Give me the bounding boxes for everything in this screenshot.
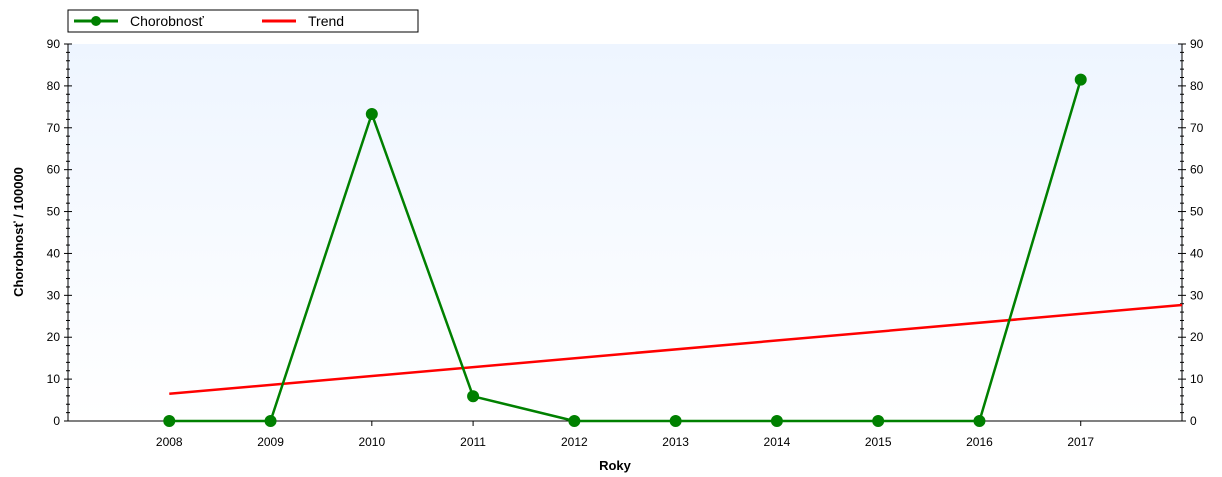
y-tick-label-left: 60 [47,163,61,177]
y-tick-label-left: 90 [47,37,61,51]
data-point [568,415,581,427]
data-point [467,390,480,403]
legend-box [67,9,419,33]
legend-label-trend: Trend [308,13,344,29]
x-tick-label: 2009 [257,435,284,449]
y-tick-label-left: 0 [53,414,60,428]
series-line-chorobnost [169,79,1082,423]
y-axis-title: Chorobnosť / 100000 [11,167,26,297]
x-tick-label: 2010 [358,435,385,449]
data-point [163,415,176,427]
x-axis-title: Roky [599,458,632,473]
legend: Chorobnosť Trend [67,9,419,33]
x-axis: 2008 2009 2010 2011 2012 2013 2014 2015 2016 2017 [156,421,1094,449]
data-point [365,107,378,120]
y-tick-label-right: 0 [1190,414,1197,428]
y-tick-label-right: 70 [1190,121,1204,135]
y-tick-label-right: 50 [1190,205,1204,219]
y-tick-label-right: 40 [1190,246,1204,260]
x-tick-label: 2013 [662,435,689,449]
data-point [872,415,885,427]
data-point [973,415,986,427]
data-point [1074,73,1087,86]
x-tick-label: 2008 [156,435,183,449]
data-point [669,415,682,427]
x-tick-label: 2016 [966,435,993,449]
y-tick-label-right: 90 [1190,37,1204,51]
plot-area [68,44,1182,421]
x-tick-label: 2015 [865,435,892,449]
y-tick-label-right: 10 [1190,372,1204,386]
y-tick-label-right: 30 [1190,288,1204,302]
y-tick-label-left: 20 [47,330,61,344]
x-tick-label: 2012 [561,435,588,449]
y-tick-label-left: 30 [47,288,61,302]
y-tick-label-left: 40 [47,246,61,260]
legend-label-chorobnost: Chorobnosť [130,13,204,29]
x-tick-label: 2017 [1067,435,1094,449]
y-tick-label-right: 60 [1190,163,1204,177]
y-tick-label-left: 10 [47,372,61,386]
y-tick-label-left: 70 [47,121,61,135]
y-tick-label-left: 80 [47,79,61,93]
series-layer [163,73,1183,427]
y-tick-label-right: 20 [1190,330,1204,344]
legend-marker-chorobnost [91,16,101,26]
data-point [264,415,277,427]
y-tick-label-left: 50 [47,205,61,219]
series-line-trend [169,303,1183,396]
data-point [770,415,783,427]
x-tick-label: 2014 [764,435,791,449]
y-tick-label-right: 80 [1190,79,1204,93]
x-tick-label: 2011 [460,435,486,449]
